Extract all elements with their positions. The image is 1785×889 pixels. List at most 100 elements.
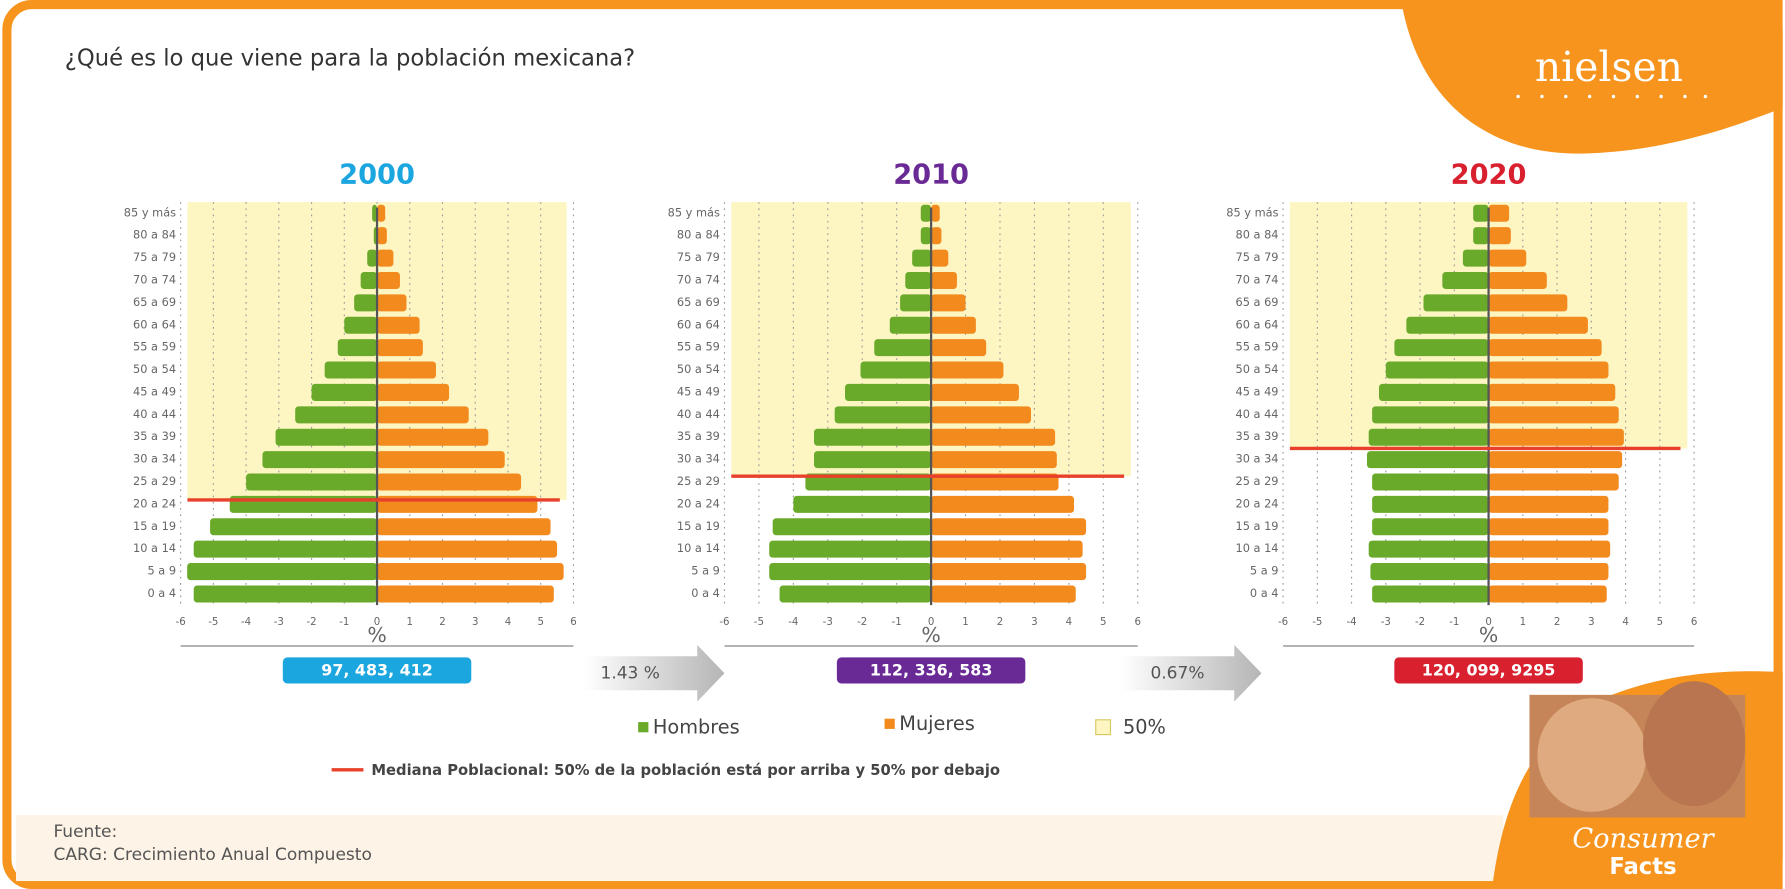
slide-title: ¿Qué es lo que viene para la población m… xyxy=(65,46,635,72)
category-label: 10 a 14 xyxy=(677,541,720,555)
bar xyxy=(814,451,932,469)
growth-arrow xyxy=(583,644,725,702)
bar xyxy=(912,249,932,267)
category-label: 45 a 49 xyxy=(133,384,176,398)
bar xyxy=(931,563,1087,581)
category-label: 70 a 74 xyxy=(1235,272,1278,286)
category-label: 45 a 49 xyxy=(677,384,720,398)
x-tick-label: 2 xyxy=(997,617,1004,628)
bar xyxy=(1488,316,1588,334)
x-tick-label: -2 xyxy=(1415,617,1425,628)
badge-text: Consumer xyxy=(1572,824,1715,855)
category-label: 20 a 24 xyxy=(677,496,720,510)
category-label: 40 a 44 xyxy=(133,407,176,421)
x-tick-label: -2 xyxy=(857,617,867,628)
bar xyxy=(311,383,378,401)
bar xyxy=(931,361,1004,379)
bar xyxy=(1488,294,1568,312)
bar xyxy=(1423,294,1489,312)
bar xyxy=(344,316,378,334)
bar xyxy=(920,204,932,222)
bar xyxy=(1372,585,1489,603)
bar xyxy=(377,563,564,581)
bar xyxy=(1488,249,1527,267)
bar xyxy=(1488,339,1602,357)
bar xyxy=(1366,451,1489,469)
category-label: 15 a 19 xyxy=(677,519,720,533)
bar xyxy=(931,294,966,312)
bar xyxy=(377,227,387,245)
x-tick-label: 2 xyxy=(439,617,446,628)
bar xyxy=(1488,563,1609,581)
photo-face xyxy=(1537,698,1647,812)
footer-source: Fuente: xyxy=(53,822,117,842)
bar xyxy=(1488,540,1611,558)
bar xyxy=(246,473,378,491)
category-label: 70 a 74 xyxy=(677,272,720,286)
category-label: 50 a 54 xyxy=(677,362,720,376)
bar xyxy=(360,271,378,289)
chart-title: 2000 xyxy=(339,159,415,190)
category-label: 50 a 54 xyxy=(133,362,176,376)
growth-rate: 0.67% xyxy=(1150,663,1204,683)
category-label: 25 a 29 xyxy=(133,474,176,488)
bar xyxy=(377,383,450,401)
bar xyxy=(1488,473,1619,491)
category-label: 80 a 84 xyxy=(133,228,176,242)
bar xyxy=(1462,249,1489,267)
bar xyxy=(372,204,378,222)
bar xyxy=(377,540,558,558)
photo-face xyxy=(1642,681,1746,807)
bar xyxy=(324,361,378,379)
category-label: 65 a 69 xyxy=(133,295,176,309)
bar xyxy=(1385,361,1489,379)
x-tick-label: -6 xyxy=(1278,617,1288,628)
bar xyxy=(367,249,378,267)
x-tick-label: 0 xyxy=(1485,617,1492,628)
x-tick-label: 4 xyxy=(1622,617,1629,628)
bar xyxy=(1372,406,1489,424)
category-label: 20 a 24 xyxy=(1235,496,1278,510)
bar xyxy=(793,495,932,513)
bar xyxy=(1372,518,1489,536)
growth-arrow xyxy=(1120,644,1262,702)
bar xyxy=(905,271,932,289)
footer-carg: CARG: Crecimiento Anual Compuesto xyxy=(53,845,371,865)
growth-rate: 1.43 % xyxy=(600,663,659,683)
category-label: 55 a 59 xyxy=(1235,340,1278,354)
bar xyxy=(874,339,932,357)
bar xyxy=(920,227,932,245)
bar xyxy=(377,406,469,424)
bar xyxy=(262,451,378,469)
category-label: 30 a 34 xyxy=(677,452,720,466)
bar xyxy=(193,585,378,603)
category-label: 60 a 64 xyxy=(133,317,176,331)
x-tick-label: 6 xyxy=(570,617,577,628)
bar xyxy=(337,339,378,357)
bar xyxy=(377,518,551,536)
bar xyxy=(210,518,378,536)
bar xyxy=(1488,451,1623,469)
logo: nielsen xyxy=(1535,43,1683,91)
category-label: 60 a 64 xyxy=(677,317,720,331)
category-label: 25 a 29 xyxy=(1235,474,1278,488)
category-label: 80 a 84 xyxy=(677,228,720,242)
logo-blob xyxy=(1401,0,1783,154)
category-label: 65 a 69 xyxy=(1235,295,1278,309)
bar xyxy=(1406,316,1489,334)
bar xyxy=(1473,227,1489,245)
bar xyxy=(769,563,932,581)
legend-swatch xyxy=(638,722,649,733)
category-label: 55 a 59 xyxy=(677,340,720,354)
bar xyxy=(931,271,957,289)
bar xyxy=(889,316,932,334)
total-badge xyxy=(836,657,1026,684)
bar xyxy=(1368,428,1489,446)
badge-text: Facts xyxy=(1609,854,1676,880)
bar xyxy=(1488,227,1511,245)
bar xyxy=(931,495,1075,513)
bar xyxy=(845,383,932,401)
bar xyxy=(193,540,378,558)
category-label: 70 a 74 xyxy=(133,272,176,286)
x-tick-label: 3 xyxy=(1031,617,1038,628)
